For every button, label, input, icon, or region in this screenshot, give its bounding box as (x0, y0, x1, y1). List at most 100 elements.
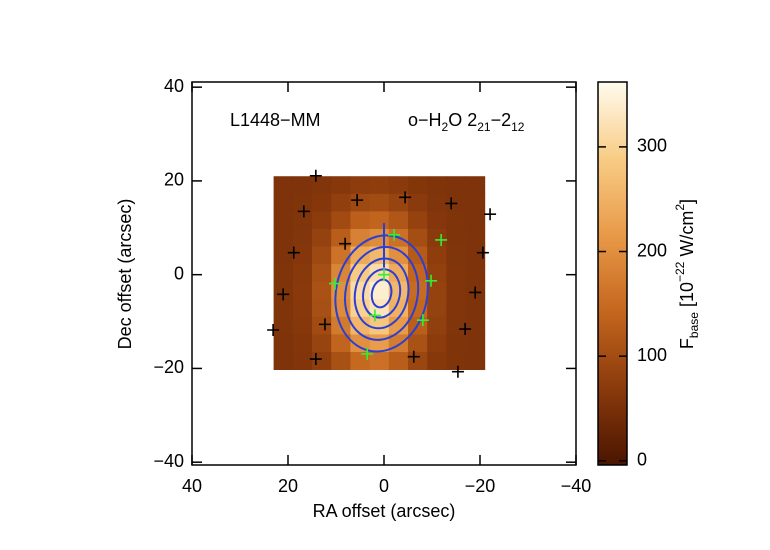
heatmap-cell (446, 264, 466, 283)
x-tick-label: 20 (278, 476, 298, 496)
heatmap-cell (292, 176, 313, 195)
heatmap-cell (312, 316, 332, 335)
heatmap-cell (465, 299, 486, 318)
heatmap-cell (292, 228, 313, 247)
heatmap-cell (446, 211, 466, 230)
annotation: L1448−MM (230, 110, 321, 130)
colorbar-tick-label: 300 (637, 136, 667, 156)
marker (309, 353, 322, 366)
heatmap-cell (273, 334, 294, 353)
heatmap-cell (465, 352, 486, 371)
y-tick-label: 20 (164, 170, 184, 190)
heatmap-cell (312, 352, 332, 371)
annotation-part: 12 (511, 120, 525, 134)
marker (445, 197, 458, 210)
y-tick-label: −40 (153, 451, 184, 471)
marker (451, 365, 464, 378)
heatmap-cell (388, 352, 409, 371)
heatmap-cell (292, 352, 313, 371)
heatmap-cell (312, 211, 332, 230)
heatmap-cell (465, 176, 486, 195)
heatmap-cell (408, 228, 428, 247)
heatmap-cell (273, 193, 294, 212)
heatmap-cell (292, 211, 313, 230)
heatmap-cell (292, 264, 313, 283)
heatmap-cell (465, 264, 486, 283)
heatmap-cell (388, 281, 409, 300)
heatmap-cell (350, 246, 370, 265)
colorbar (597, 81, 628, 466)
heatmap-cell (446, 299, 466, 318)
heatmap-cell (273, 299, 294, 318)
heatmap-cell (408, 211, 428, 230)
heatmap-cell (388, 193, 409, 212)
colorbar-label: Fbase [10−22 W/cm2] (673, 199, 701, 349)
heatmap-cell (369, 176, 390, 195)
heatmap-cell (273, 316, 294, 335)
marker (361, 347, 374, 360)
heatmap-cell (350, 193, 370, 212)
heatmap-cell (292, 193, 313, 212)
heatmap-cell (273, 264, 294, 283)
heatmap-cell (465, 334, 486, 353)
heatmap-cell (465, 246, 486, 265)
heatmap-cell (446, 246, 466, 265)
marker (435, 233, 448, 246)
heatmap-cell (427, 334, 447, 353)
heatmap-cell (446, 352, 466, 371)
heatmap-cell (312, 246, 332, 265)
marker (351, 194, 364, 207)
marker (425, 274, 438, 287)
colorbar-label-part: W/cm (677, 211, 697, 262)
annotation-part: −2 (491, 110, 512, 130)
heatmap-cell (465, 316, 486, 335)
y-tick-label: 0 (174, 263, 184, 283)
heatmap-cell (350, 211, 370, 230)
marker (388, 228, 401, 241)
heatmap-cell (427, 352, 447, 371)
heatmap-cell (331, 281, 351, 300)
marker (459, 323, 472, 336)
heatmap-cell (408, 334, 428, 353)
x-tick-label: 0 (379, 476, 389, 496)
marker (329, 277, 342, 290)
marker (267, 323, 280, 336)
heatmap-cell (446, 176, 466, 195)
heatmap-cell (312, 228, 332, 247)
marker (399, 191, 412, 204)
heatmap-cell (273, 246, 294, 265)
heatmap-cell (350, 176, 370, 195)
heatmap-cell (408, 352, 428, 371)
contour (353, 257, 410, 330)
heatmap-cell (350, 334, 370, 353)
heatmap-cell (427, 228, 447, 247)
heatmap-cell (292, 316, 313, 335)
heatmap-cell (388, 299, 409, 318)
heatmap-cell (331, 176, 351, 195)
annotation-part: 2 (442, 120, 449, 134)
heatmap-cell (427, 264, 447, 283)
colorbar-label-part: −22 (673, 261, 687, 282)
contour (362, 268, 402, 319)
heatmap-cell (312, 334, 332, 353)
heatmap-cell (369, 352, 390, 371)
y-axis-label: Dec offset (arcsec) (115, 199, 135, 350)
x-tick-label: −40 (561, 476, 592, 496)
marker (469, 286, 482, 299)
marker (368, 309, 381, 322)
y-tick-label: 40 (164, 76, 184, 96)
marker (277, 288, 290, 301)
heatmap-cell (292, 246, 313, 265)
marker (484, 208, 497, 221)
heatmap-cell (292, 334, 313, 353)
heatmap-cell (273, 352, 294, 371)
marker (287, 246, 300, 259)
heatmap-cell (427, 246, 447, 265)
contour (344, 245, 420, 341)
heatmap-cell (331, 246, 351, 265)
annotation-part: 21 (477, 120, 491, 134)
heatmap-cell (446, 281, 466, 300)
marker (476, 246, 489, 259)
heatmap-cell (273, 211, 294, 230)
